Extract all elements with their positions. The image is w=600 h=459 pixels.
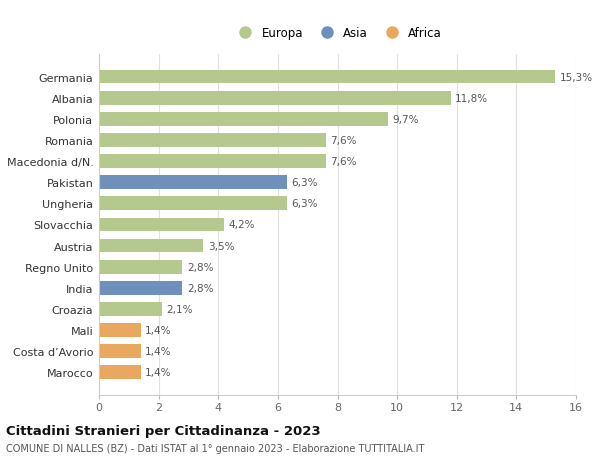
Text: 9,7%: 9,7% [392,115,419,124]
Text: 2,1%: 2,1% [166,304,193,314]
Bar [99,176,287,190]
Bar [99,302,161,316]
Text: Cittadini Stranieri per Cittadinanza - 2023: Cittadini Stranieri per Cittadinanza - 2… [6,425,320,437]
Bar [99,324,141,337]
Text: 1,4%: 1,4% [145,368,172,377]
Bar [99,112,388,126]
Text: 6,3%: 6,3% [291,199,318,209]
Text: 1,4%: 1,4% [145,347,172,356]
Text: 4,2%: 4,2% [229,220,255,230]
Text: 3,5%: 3,5% [208,241,235,251]
Bar [99,281,182,295]
Text: 11,8%: 11,8% [455,94,488,103]
Text: 7,6%: 7,6% [330,135,356,146]
Legend: Europa, Asia, Africa: Europa, Asia, Africa [233,27,442,40]
Text: 2,8%: 2,8% [187,262,214,272]
Text: 6,3%: 6,3% [291,178,318,188]
Bar [99,345,141,358]
Bar [99,260,182,274]
Text: COMUNE DI NALLES (BZ) - Dati ISTAT al 1° gennaio 2023 - Elaborazione TUTTITALIA.: COMUNE DI NALLES (BZ) - Dati ISTAT al 1°… [6,443,424,453]
Bar [99,71,555,84]
Bar [99,239,203,253]
Bar [99,155,326,168]
Text: 7,6%: 7,6% [330,157,356,167]
Bar [99,92,451,105]
Bar [99,366,141,379]
Text: 2,8%: 2,8% [187,283,214,293]
Bar [99,197,287,211]
Text: 15,3%: 15,3% [560,73,593,82]
Bar [99,218,224,232]
Text: 1,4%: 1,4% [145,325,172,335]
Bar [99,134,326,147]
